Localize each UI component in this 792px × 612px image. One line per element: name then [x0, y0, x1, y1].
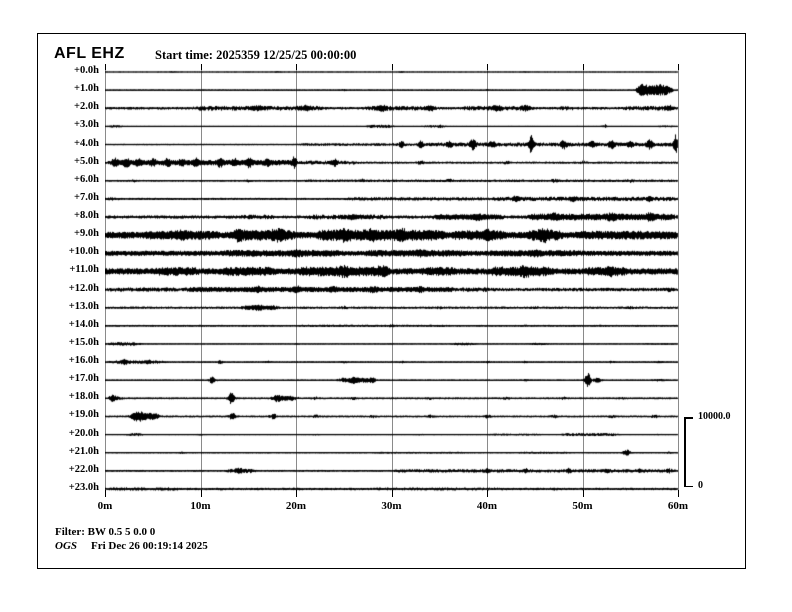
scale-max-label: 10000.0: [698, 411, 731, 422]
start-time-label: Start time: 2025359 12/25/25 00:00:00: [155, 48, 357, 62]
agency-label: OGS: [55, 540, 78, 552]
footer-line: OGS Fri Dec 26 00:19:14 2025: [55, 540, 208, 552]
seismogram-traces: [105, 63, 679, 499]
scale-bracket-top-arm: [684, 417, 693, 419]
generated-timestamp: Fri Dec 26 00:19:14 2025: [91, 540, 208, 552]
scale-min-label: 0: [698, 480, 703, 491]
station-title: AFL EHZ: [54, 45, 125, 62]
filter-label: Filter: BW 0.5 5 0.0 0: [55, 526, 156, 538]
scale-bracket-vertical: [684, 417, 686, 487]
scale-bracket-bottom-arm: [684, 485, 693, 487]
